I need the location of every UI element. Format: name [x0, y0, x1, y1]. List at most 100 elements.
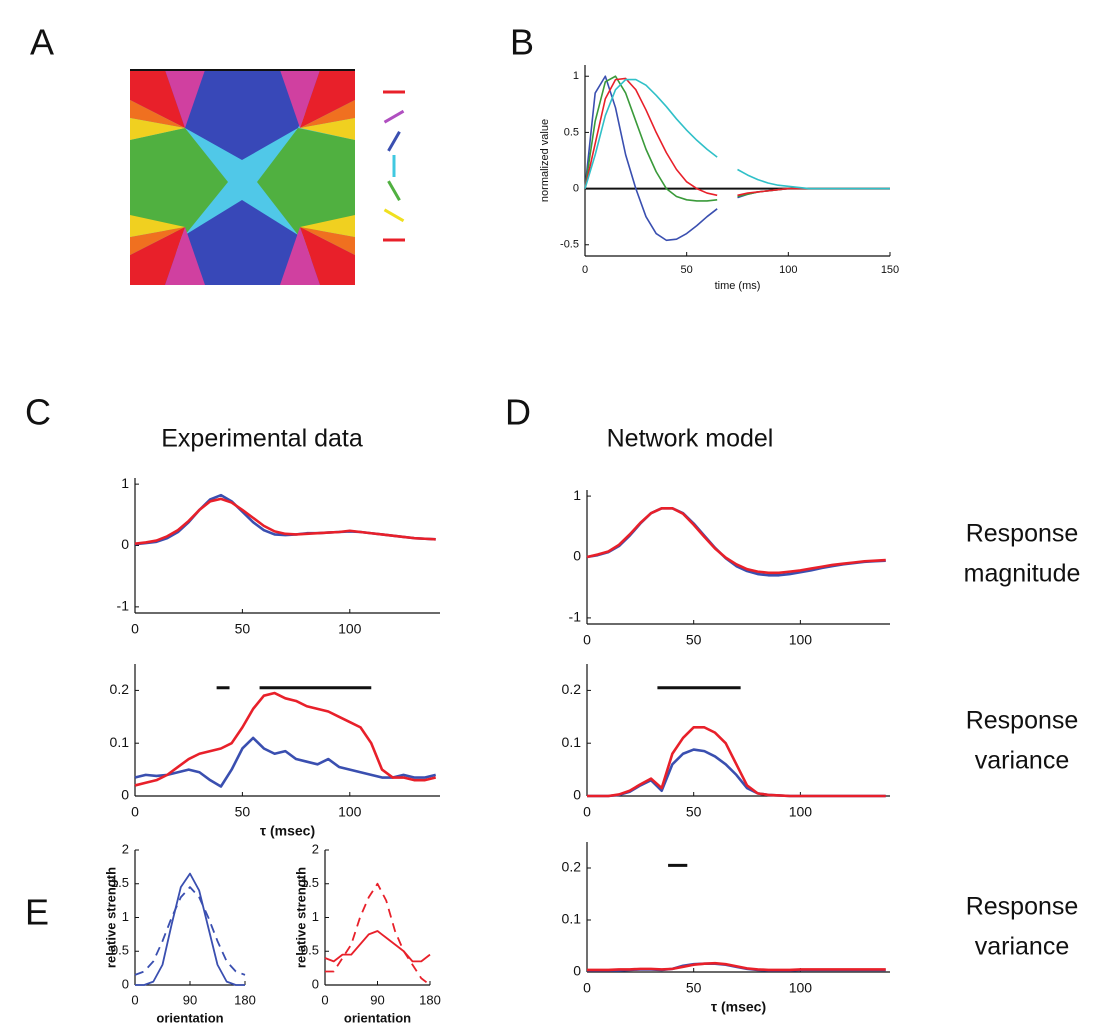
- y-tick-label: 0.2: [562, 681, 582, 697]
- x-tick-label: 150: [881, 264, 899, 276]
- x-tick-label: 90: [183, 992, 197, 1007]
- panel-label: A: [30, 22, 54, 63]
- x-tick-label: 0: [582, 264, 588, 276]
- x-axis-label: orientation: [344, 1010, 411, 1025]
- x-tick-label: 0: [321, 992, 328, 1007]
- row-label: variance: [975, 747, 1070, 775]
- series-line: [324, 930, 431, 963]
- x-tick-label: 180: [419, 992, 441, 1007]
- x-tick-label: 50: [686, 804, 702, 820]
- y-tick-label: 1: [122, 909, 129, 924]
- x-axis-label: orientation: [156, 1010, 223, 1025]
- panel-label: C: [25, 392, 51, 433]
- y-tick-label: 2: [312, 841, 319, 856]
- map-region: [257, 128, 355, 235]
- series-line: [584, 78, 890, 190]
- x-tick-label: 50: [686, 980, 702, 996]
- x-axis-label: τ (msec): [711, 999, 766, 1015]
- orientation-bar: [383, 109, 405, 124]
- x-tick-label: 50: [235, 621, 251, 637]
- y-tick-label: 0: [121, 787, 129, 803]
- panel-label: E: [25, 892, 49, 933]
- series-line: [134, 736, 437, 788]
- y-tick-label: 0: [312, 976, 319, 991]
- y-tick-label: 0.5: [301, 943, 319, 958]
- y-axis-label: relative strength: [103, 867, 118, 968]
- map-region: [130, 128, 228, 235]
- x-tick-label: 100: [338, 804, 362, 820]
- y-tick-label: -0.5: [560, 239, 579, 251]
- row-label: Response: [966, 520, 1079, 548]
- series-line: [587, 726, 886, 798]
- y-tick-label: -1: [117, 598, 130, 614]
- map-region: [160, 200, 325, 285]
- x-tick-label: 50: [686, 632, 702, 648]
- y-tick-label: 1.5: [111, 875, 129, 890]
- map-region: [130, 100, 185, 128]
- panel-label: D: [505, 392, 531, 433]
- x-tick-label: 0: [583, 632, 591, 648]
- y-tick-label: -1: [569, 609, 582, 625]
- panel-title: Network model: [607, 425, 774, 453]
- panel-label: B: [510, 22, 534, 63]
- y-tick-label: 0: [573, 963, 581, 979]
- map-corner: [130, 70, 205, 140]
- x-tick-label: 0: [131, 621, 139, 637]
- series-line: [134, 691, 437, 787]
- series-line: [134, 886, 246, 976]
- map-region: [160, 70, 325, 160]
- x-axis-label: time (ms): [715, 280, 761, 292]
- y-tick-label: 2: [122, 841, 129, 856]
- y-axis-label: relative strength: [293, 867, 308, 968]
- orientation-map: [130, 69, 355, 285]
- orientation-bar: [387, 180, 401, 201]
- map-region: [165, 70, 205, 128]
- x-axis-label: τ (msec): [260, 823, 315, 839]
- x-tick-label: 0: [131, 992, 138, 1007]
- series-line: [135, 872, 245, 986]
- x-tick-label: 0: [131, 804, 139, 820]
- series-line: [584, 77, 890, 197]
- y-tick-label: 1: [573, 70, 579, 82]
- y-tick-label: 1.5: [301, 875, 319, 890]
- row-label: Response: [966, 707, 1079, 735]
- y-tick-label: 0: [122, 976, 129, 991]
- y-axis-label: normalized value: [539, 119, 551, 202]
- y-tick-label: 0.5: [564, 126, 579, 138]
- y-tick-label: 1: [573, 487, 581, 503]
- x-tick-label: 90: [370, 992, 384, 1007]
- x-tick-label: 100: [789, 632, 813, 648]
- x-tick-label: 100: [338, 621, 362, 637]
- series-line: [587, 961, 886, 972]
- x-tick-label: 100: [789, 980, 813, 996]
- series-line: [586, 506, 886, 575]
- x-tick-label: 50: [235, 804, 251, 820]
- series-line: [584, 75, 890, 242]
- y-tick-label: 0: [573, 548, 581, 564]
- orientation-bar: [387, 131, 401, 152]
- series-line: [325, 882, 431, 986]
- y-tick-label: 1: [121, 475, 129, 491]
- y-tick-label: 0: [573, 787, 581, 803]
- series-line: [584, 75, 890, 202]
- x-tick-label: 0: [583, 804, 591, 820]
- y-tick-label: 0.5: [111, 943, 129, 958]
- row-label: variance: [975, 933, 1070, 961]
- y-tick-label: 0.1: [562, 911, 582, 927]
- y-tick-label: 0.1: [110, 734, 130, 750]
- y-tick-label: 0.2: [110, 681, 130, 697]
- map-region: [130, 118, 185, 140]
- series-line: [134, 493, 436, 546]
- y-tick-label: 0.2: [562, 859, 582, 875]
- x-tick-label: 50: [681, 264, 693, 276]
- x-tick-label: 0: [583, 980, 591, 996]
- x-tick-label: 180: [234, 992, 256, 1007]
- map-region: [130, 70, 185, 128]
- y-tick-label: 0: [121, 536, 129, 552]
- row-label: Response: [966, 893, 1079, 921]
- orientation-bar: [383, 208, 405, 223]
- y-tick-label: 1: [312, 909, 319, 924]
- y-tick-label: 0: [573, 182, 579, 194]
